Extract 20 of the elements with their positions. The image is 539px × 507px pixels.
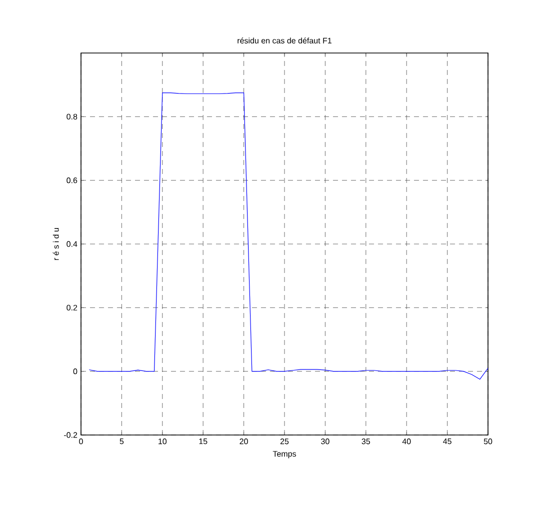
- x-tick-label: 10: [158, 438, 167, 444]
- x-tick-label: 5: [120, 438, 124, 444]
- y-tick-label: 0.4: [66, 241, 78, 247]
- x-tick-label: 50: [484, 438, 492, 444]
- x-tick-label: 15: [199, 438, 208, 444]
- y-tick-label: 0.6: [66, 178, 78, 184]
- x-tick-label: 0: [79, 438, 83, 444]
- x-tick-label: 20: [240, 438, 248, 444]
- y-tick-label: -0.2: [64, 432, 78, 438]
- x-tick-label: 25: [280, 438, 289, 444]
- y-tick-label: 0: [73, 368, 78, 374]
- chart-title: résidu en cas de défaut F1: [238, 37, 332, 44]
- x-tick-label: 30: [321, 438, 330, 444]
- y-axis-title: r é s i d u: [52, 228, 59, 260]
- y-tick-label: 0.8: [66, 114, 78, 120]
- y-tick-label: 0.2: [66, 304, 78, 310]
- x-tick-label: 45: [443, 438, 452, 444]
- x-axis-title: Temps: [272, 451, 296, 458]
- x-tick-label: 35: [362, 438, 370, 444]
- x-tick-label: 40: [402, 438, 411, 444]
